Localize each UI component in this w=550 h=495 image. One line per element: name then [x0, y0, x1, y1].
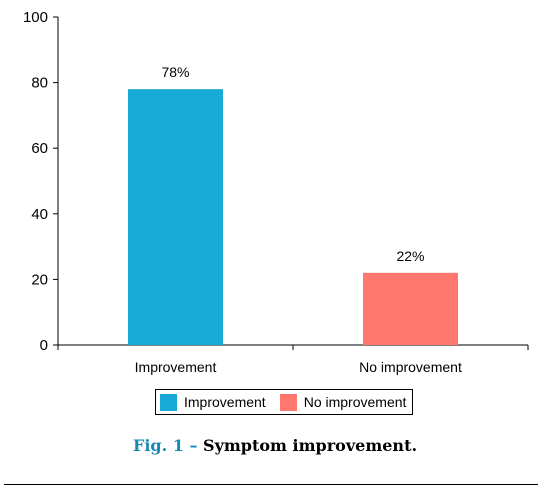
legend: Improvement No improvement — [155, 389, 414, 415]
data-label-no-improvement: 22% — [396, 248, 424, 264]
legend-item-improvement: Improvement — [160, 393, 266, 411]
figure-caption: Fig. 1 – Symptom improvement. — [0, 436, 550, 455]
y-axis-ticks: 0 20 40 60 80 100 — [23, 9, 58, 354]
y-tick-label-40: 40 — [31, 206, 48, 223]
y-tick-label-80: 80 — [31, 75, 48, 92]
legend-label-no-improvement: No improvement — [303, 394, 407, 410]
legend-swatch-no-improvement — [279, 393, 297, 411]
legend-swatch-improvement — [160, 393, 177, 411]
y-tick-label-20: 20 — [31, 271, 48, 288]
category-label-improvement: Improvement — [135, 359, 217, 375]
y-tick-label-100: 100 — [23, 9, 48, 26]
caption-text: Symptom improvement. — [203, 436, 418, 455]
legend-item-no-improvement: No improvement — [279, 393, 407, 411]
caption-figure-label: Fig. 1 – — [132, 436, 198, 455]
y-tick-label-60: 60 — [31, 140, 48, 157]
bars: 78% Improvement 22% No improvement — [128, 64, 462, 375]
x-axis-ticks — [57, 345, 529, 350]
legend-label-improvement: Improvement — [184, 394, 266, 410]
bottom-rule — [4, 484, 538, 485]
bar-improvement — [128, 89, 223, 345]
y-tick-label-0: 0 — [40, 337, 48, 354]
bar-chart: 0 20 40 60 80 100 78% Improvement 22% No improve… — [23, 9, 529, 375]
data-label-improvement: 78% — [161, 64, 189, 80]
category-label-no-improvement: No improvement — [359, 359, 462, 375]
bar-no-improvement — [363, 272, 458, 345]
